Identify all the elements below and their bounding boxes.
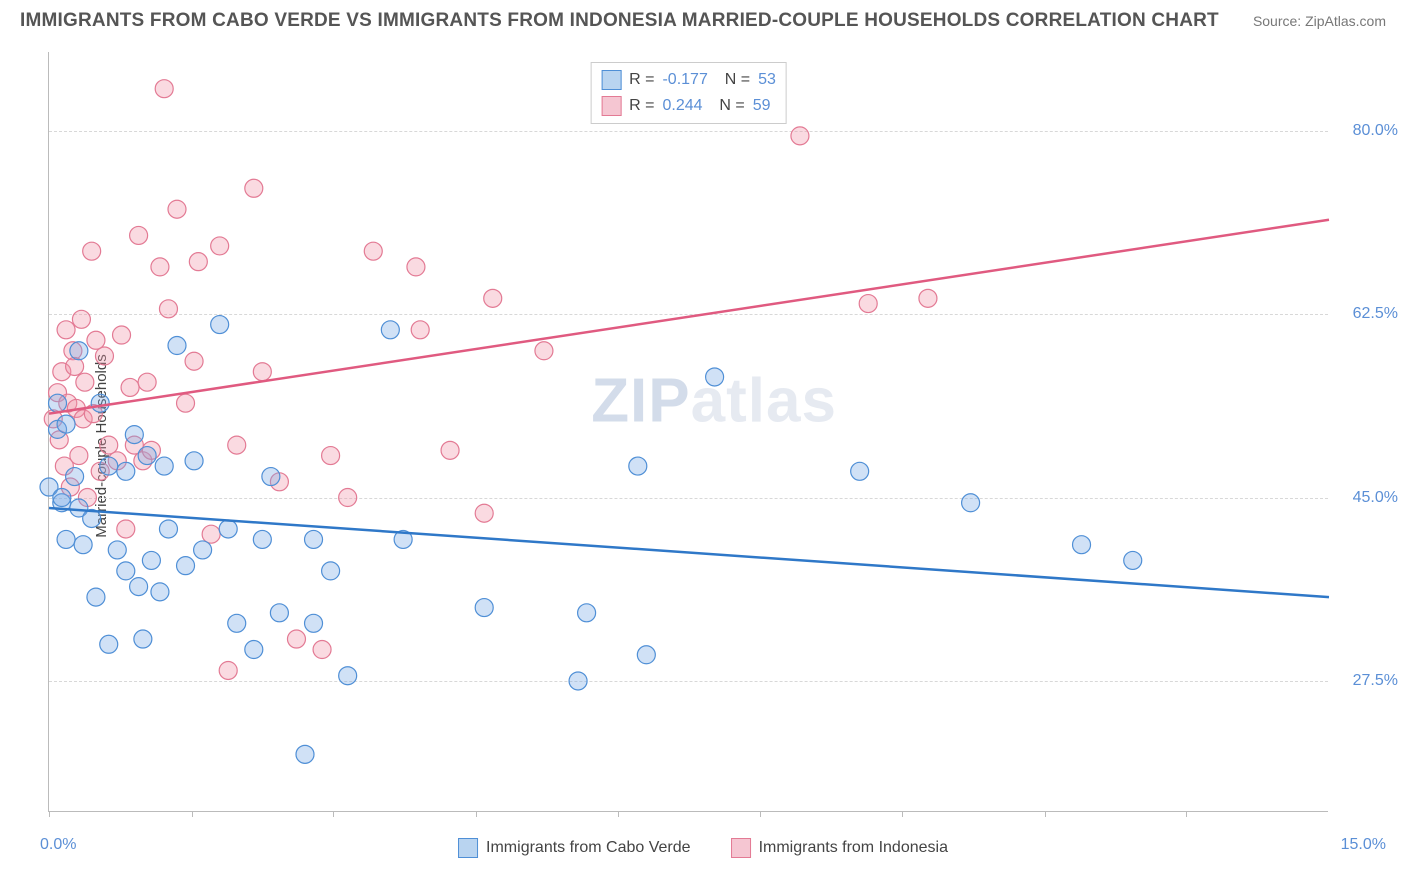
stat-n-b: 59 — [753, 93, 771, 119]
legend-item-b: Immigrants from Indonesia — [731, 838, 948, 858]
stat-n-a: 53 — [758, 67, 776, 93]
stat-r-b: 0.244 — [662, 93, 702, 119]
y-tick-label: 27.5% — [1338, 672, 1398, 690]
legend-label-a: Immigrants from Cabo Verde — [486, 839, 691, 857]
legend-item-a: Immigrants from Cabo Verde — [458, 838, 691, 858]
swatch-b-icon — [731, 838, 751, 858]
y-tick-label: 62.5% — [1338, 305, 1398, 323]
legend-bottom: Immigrants from Cabo Verde Immigrants fr… — [458, 838, 948, 858]
swatch-a-icon — [458, 838, 478, 858]
source-label: Source: ZipAtlas.com — [1253, 13, 1386, 29]
stats-legend-box: R = -0.177 N = 53 R = 0.244 N = 59 — [590, 62, 787, 124]
x-axis-max-label: 15.0% — [1341, 836, 1386, 854]
chart-area: 27.5%45.0%62.5%80.0% ZIPatlas R = -0.177… — [48, 52, 1328, 812]
y-tick-label: 45.0% — [1338, 489, 1398, 507]
stat-r-a: -0.177 — [662, 67, 707, 93]
swatch-a-icon — [601, 70, 621, 90]
chart-title: IMMIGRANTS FROM CABO VERDE VS IMMIGRANTS… — [20, 10, 1219, 32]
y-tick-label: 80.0% — [1338, 122, 1398, 140]
stats-row-b: R = 0.244 N = 59 — [601, 93, 776, 119]
x-axis-min-label: 0.0% — [40, 836, 76, 854]
stats-row-a: R = -0.177 N = 53 — [601, 67, 776, 93]
swatch-b-icon — [601, 96, 621, 116]
legend-label-b: Immigrants from Indonesia — [759, 839, 948, 857]
scatter-plot — [49, 52, 1328, 811]
